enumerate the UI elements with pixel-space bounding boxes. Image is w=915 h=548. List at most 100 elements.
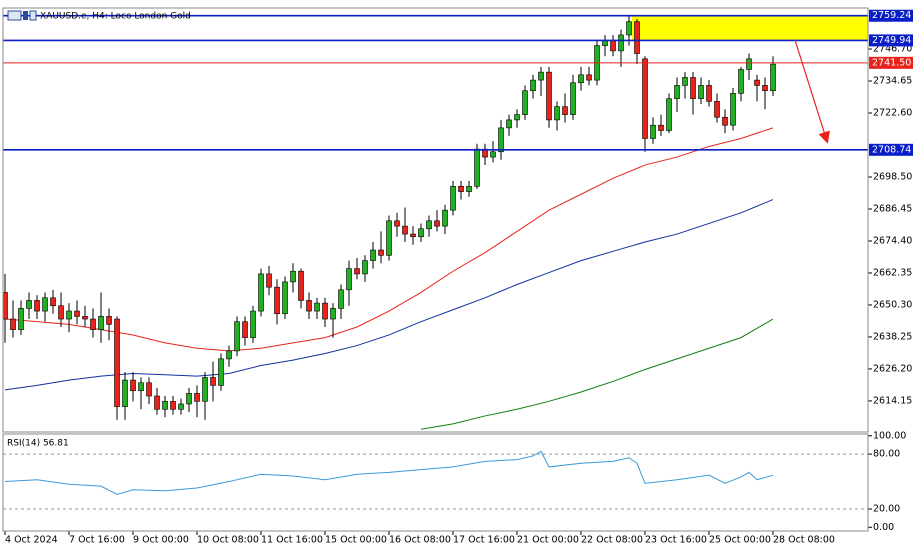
candle-body <box>402 225 408 235</box>
level-label-bg <box>869 34 913 47</box>
candle-body <box>738 69 744 94</box>
y-tick-label: 80.00 <box>873 449 900 460</box>
candle-body <box>10 318 16 330</box>
moving-average <box>4 450 774 495</box>
candle-body <box>418 228 424 238</box>
candle-body <box>258 273 264 312</box>
level-label-bg <box>869 143 913 156</box>
candle-body <box>274 286 280 315</box>
candle-body <box>642 58 648 139</box>
candle-body <box>682 77 688 86</box>
candle-body <box>530 79 536 92</box>
candle-body <box>586 74 592 81</box>
x-tick-label: 10 Oct 08:00 <box>197 535 259 546</box>
y-tick-label: 2626.20 <box>873 363 912 374</box>
level-label: 2708.74 <box>872 144 911 155</box>
candle-body <box>546 71 552 121</box>
candle-body <box>554 106 560 121</box>
candle-body <box>538 71 544 81</box>
candle-body <box>218 358 224 386</box>
candle-body <box>50 297 56 307</box>
candle-body <box>154 395 160 410</box>
candle-body <box>378 249 384 256</box>
candle-body <box>146 382 152 397</box>
candle-body <box>490 151 496 158</box>
y-tick-label: 2698.50 <box>873 171 912 182</box>
x-tick-label: 17 Oct 16:00 <box>453 535 515 546</box>
candle-body <box>306 300 312 312</box>
y-tick-label: 2686.45 <box>873 203 912 214</box>
x-tick-label: 25 Oct 00:00 <box>709 535 771 546</box>
x-tick-label: 9 Oct 00:00 <box>133 535 189 546</box>
y-tick-label: 0.00 <box>873 522 894 533</box>
x-tick-label: 21 Oct 00:00 <box>517 535 579 546</box>
moving-average <box>420 318 774 430</box>
candle-body <box>426 220 432 230</box>
candle-body <box>210 377 216 386</box>
candle-body <box>522 90 528 115</box>
candle-body <box>658 124 664 131</box>
x-tick-label: 22 Oct 08:00 <box>581 535 643 546</box>
candle-body <box>162 401 168 410</box>
candle-body <box>90 318 96 330</box>
level-label: 2749.94 <box>872 35 911 46</box>
y-tick-label: 2662.35 <box>873 267 912 278</box>
candle-body <box>450 185 456 211</box>
candle-body <box>690 77 696 99</box>
rsi-title: RSI(14) 56.81 <box>7 439 69 449</box>
level-label: 2759.24 <box>872 10 911 21</box>
y-tick-label: 20.00 <box>873 504 900 515</box>
candle-body <box>26 300 32 309</box>
rsi-pane <box>3 450 868 510</box>
candle-body <box>730 93 736 126</box>
level-label-bg <box>869 9 913 22</box>
candle-body <box>626 21 632 36</box>
candle-body <box>610 39 616 52</box>
candle-body <box>498 127 504 153</box>
candle-body <box>122 379 128 407</box>
price-pane <box>3 14 868 430</box>
candle-body <box>250 310 256 338</box>
candle-body <box>466 185 472 192</box>
candle-body <box>42 297 48 312</box>
x-tick-label: 23 Oct 16:00 <box>645 535 707 546</box>
candle-body <box>722 116 728 126</box>
candle-body <box>194 393 200 402</box>
candle-body <box>74 310 80 317</box>
x-tick-label: 28 Oct 08:00 <box>773 535 835 546</box>
candle-body <box>178 403 184 410</box>
candle-body <box>394 220 400 227</box>
candle-body <box>18 308 24 330</box>
candle-body <box>130 379 136 392</box>
candle-body <box>346 268 352 291</box>
y-tick-label: 2746.70 <box>873 44 912 55</box>
candle-body <box>266 273 272 288</box>
candle-body <box>98 316 104 330</box>
candle-body <box>170 401 176 410</box>
y-tick-label: 2638.25 <box>873 331 912 342</box>
chart-icon <box>7 10 37 21</box>
candle-body <box>506 119 512 129</box>
candle-body <box>634 21 640 54</box>
candle-body <box>370 249 376 261</box>
y-tick-label: 2614.15 <box>873 395 912 406</box>
candle-body <box>226 350 232 360</box>
y-tick-label: 2734.65 <box>873 76 912 87</box>
chart-title: XAUUSD.e, H4: Loco London Gold <box>40 12 191 22</box>
candle-body <box>762 85 768 92</box>
forecast-arrow <box>794 39 830 144</box>
candle-body <box>674 85 680 99</box>
candle-body <box>114 318 120 407</box>
candle-body <box>290 270 296 283</box>
x-tick-label: 15 Oct 00:00 <box>325 535 387 546</box>
candle-body <box>314 302 320 312</box>
candle-body <box>770 63 776 92</box>
x-tick-label: 4 Oct 2024 <box>5 535 58 546</box>
candle-body <box>746 58 752 70</box>
candle-body <box>338 289 344 309</box>
candle-body <box>330 308 336 320</box>
candle-body <box>3 292 8 320</box>
rsi-frame <box>2 433 869 532</box>
level-label-bg <box>869 56 913 69</box>
